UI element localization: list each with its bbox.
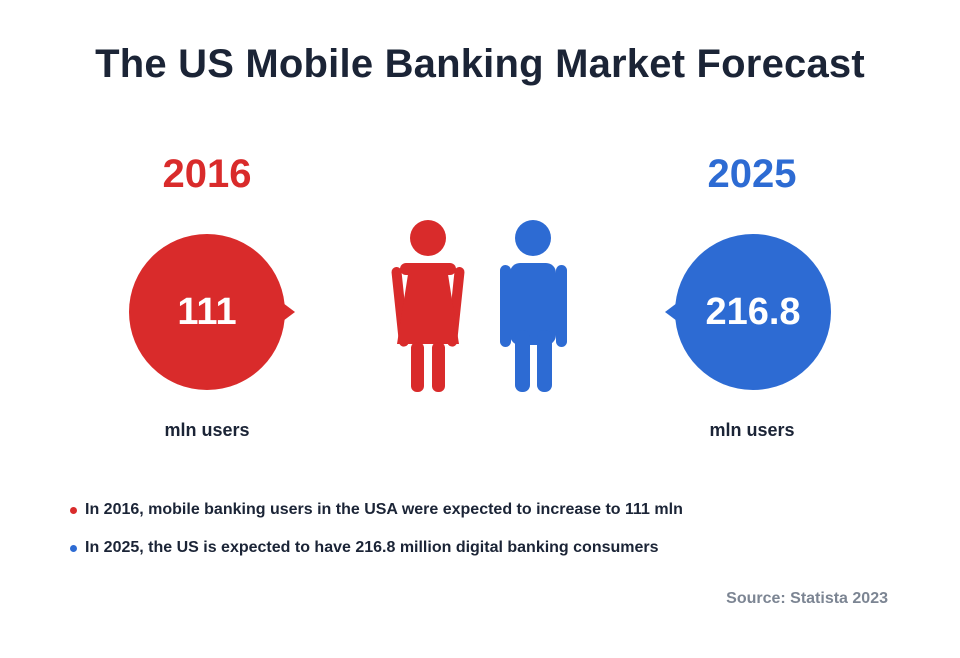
- note-text: In 2016, mobile banking users in the USA…: [85, 501, 683, 518]
- bullet-dot-blue: [70, 544, 77, 552]
- speech-bubble-left: [665, 234, 831, 390]
- value-bubble-2016: 111: [129, 234, 295, 390]
- note-item: In 2016, mobile banking users in the USA…: [70, 498, 910, 522]
- speech-bubble-right: [129, 234, 295, 390]
- female-person-icon: [391, 220, 465, 392]
- note-text: In 2025, the US is expected to have 216.…: [85, 539, 659, 556]
- year-2016-label: 2016: [162, 152, 252, 196]
- notes-list: In 2016, mobile banking users in the USA…: [70, 498, 910, 574]
- source-label: Source: Statista 2023: [726, 590, 888, 607]
- year-2025-label: 2025: [707, 152, 797, 196]
- bullet-dot-red: [70, 506, 77, 514]
- unit-caption-2025: mln users: [709, 420, 795, 440]
- people-illustration: [385, 218, 575, 394]
- page-title: The US Mobile Banking Market Forecast: [95, 42, 865, 86]
- value-2025: 216.8: [705, 291, 801, 333]
- male-person-icon: [500, 220, 567, 392]
- unit-caption-2016: mln users: [164, 420, 250, 440]
- value-2016: 111: [177, 291, 237, 333]
- note-item: In 2025, the US is expected to have 216.…: [70, 536, 910, 560]
- value-bubble-2025: 216.8: [665, 234, 831, 390]
